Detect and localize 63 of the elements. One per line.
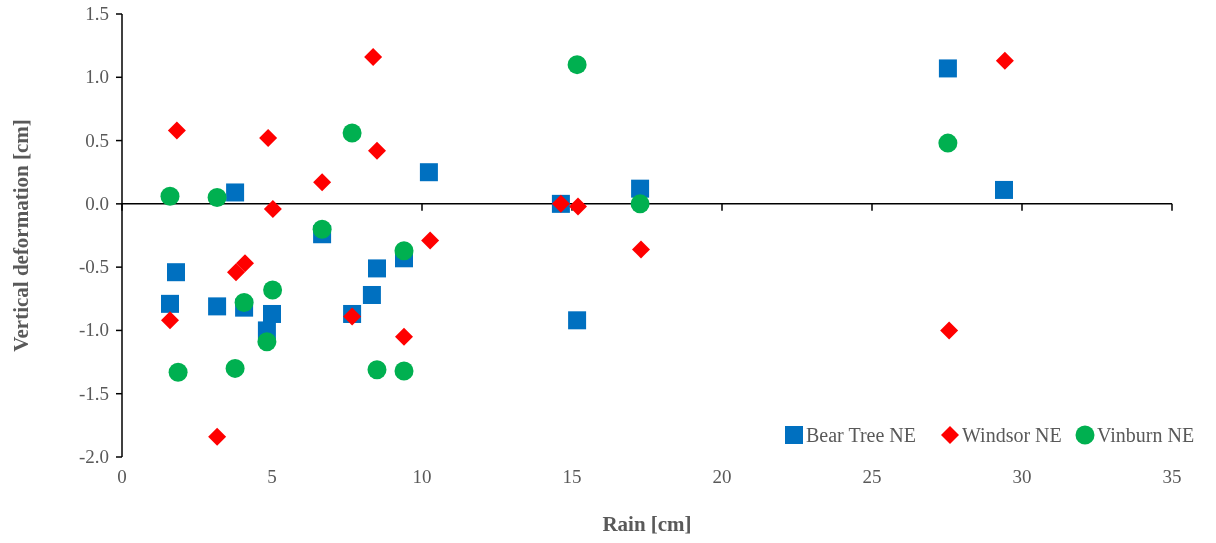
point — [938, 133, 958, 153]
point — [263, 304, 281, 323]
x-tick-label: 25 — [862, 466, 882, 487]
point — [995, 51, 1014, 70]
point — [394, 361, 414, 381]
point — [368, 259, 386, 278]
x-tick-label: 30 — [1012, 466, 1032, 487]
point — [313, 173, 332, 192]
x-tick-label: 10 — [412, 466, 432, 487]
point — [259, 129, 278, 148]
point — [160, 186, 180, 206]
point — [368, 141, 386, 160]
point — [938, 59, 957, 78]
point — [395, 327, 413, 346]
point — [630, 194, 650, 214]
point — [234, 293, 254, 313]
point — [208, 297, 227, 316]
point — [161, 294, 179, 313]
x-tick-label: 35 — [1162, 466, 1182, 487]
point — [362, 285, 381, 304]
legend-label: Vinburn NE — [1097, 424, 1195, 446]
point — [236, 254, 254, 273]
point — [632, 240, 650, 259]
point — [421, 231, 440, 250]
point — [167, 121, 186, 140]
legend-label: Bear Tree NE — [806, 424, 916, 446]
y-axis-title: Vertical deformation [cm] — [9, 119, 33, 352]
point — [263, 280, 283, 300]
point — [940, 321, 959, 340]
point — [367, 360, 387, 380]
x-tick-label: 5 — [267, 466, 277, 487]
point — [168, 362, 188, 382]
point — [394, 241, 414, 261]
y-tick-label: -1.0 — [78, 319, 109, 341]
point — [161, 311, 179, 330]
y-tick-label: 1.0 — [85, 66, 109, 88]
point — [225, 358, 245, 378]
point — [263, 199, 282, 218]
point — [568, 311, 587, 330]
point — [995, 180, 1013, 199]
point — [342, 123, 362, 143]
x-tick-label: 15 — [562, 466, 582, 487]
y-tick-label: -1.5 — [78, 382, 109, 404]
point — [312, 219, 332, 239]
point — [419, 163, 438, 182]
point — [257, 332, 277, 352]
point — [207, 188, 227, 208]
point — [227, 263, 245, 282]
y-tick-label: -2.0 — [78, 446, 109, 467]
x-tick-label: 0 — [117, 466, 127, 487]
y-tick-label: 1.5 — [85, 3, 109, 24]
x-tick-label: 20 — [712, 466, 732, 487]
point — [167, 263, 185, 282]
point — [208, 427, 227, 446]
y-tick-label: 0.5 — [85, 129, 109, 151]
y-tick-label: -0.5 — [78, 256, 109, 278]
point — [569, 197, 587, 216]
point — [226, 183, 245, 202]
legend-label: Windsor NE — [962, 424, 1062, 446]
point — [364, 48, 383, 67]
y-tick-label: 0.0 — [85, 192, 109, 214]
point — [567, 55, 587, 75]
x-axis-title: Rain [cm] — [602, 512, 692, 536]
